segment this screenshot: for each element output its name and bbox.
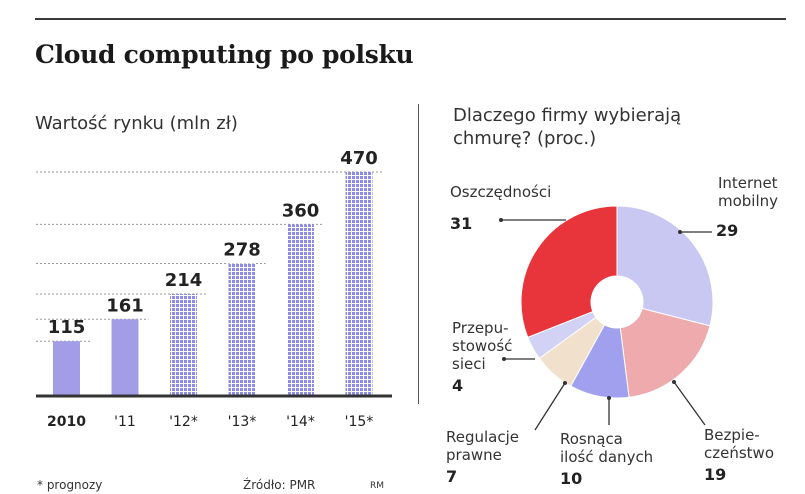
pie-subtitle-line-1: Dlaczego firmy wybierają (453, 105, 682, 126)
pie-slice (520, 205, 618, 338)
author-initials: RM (370, 481, 385, 491)
footnote-forecast: * prognozy (37, 478, 103, 492)
pie-label-text: Oszczędności (450, 183, 551, 201)
pie-label-text: ilość danych (560, 448, 653, 466)
pie-label-text: Regulacje (446, 428, 519, 446)
bar-chart: 115 2010 161 '11 214 '12* 278 '13* 360 '14* 470 '15… (36, 148, 392, 430)
pie-value-label: 31 (450, 214, 472, 233)
pie-chart-subtitle: Dlaczego firmy wybierają chmurę? (proc.) (453, 104, 681, 150)
x-tick-label: '12* (169, 414, 198, 430)
leader-dot (672, 380, 676, 384)
panel-divider (418, 104, 419, 404)
pie-label-text: mobilny (718, 192, 778, 210)
bar-chart-subtitle: Wartość rynku (mln zł) (35, 113, 238, 134)
top-rule (35, 18, 786, 20)
bar-2010 (53, 341, 80, 396)
bar-12 (170, 294, 197, 396)
x-tick-label: '13* (228, 414, 257, 430)
pie-label-text: stowość (452, 337, 512, 355)
pie-label-text: Internet (718, 174, 778, 192)
pie-slice (619, 307, 711, 398)
pie-value-label: 7 (446, 467, 457, 486)
bar-value-label: 115 (48, 317, 86, 338)
bar-11 (111, 319, 139, 396)
bar-value-label: 214 (165, 270, 203, 291)
pie-label-text: prawne (446, 446, 502, 464)
leader-line (534, 382, 566, 431)
bar-13 (228, 263, 256, 396)
pie-label-text: Przepu- (452, 319, 509, 337)
pie-label-text: Rosnąca (560, 430, 623, 448)
x-tick-label: 2010 (47, 414, 86, 430)
pie-value-label: 19 (704, 465, 726, 484)
bar-value-label: 470 (340, 148, 378, 169)
pie-label-text: sieci (452, 355, 486, 373)
bar-value-label: 278 (223, 240, 261, 261)
pie-value-label: 4 (452, 376, 463, 395)
leader-dot (678, 230, 682, 234)
x-tick-label: '15* (345, 414, 374, 430)
bar-value-label: 360 (282, 200, 320, 221)
bar-14 (287, 224, 314, 396)
leader-line (673, 381, 706, 426)
leader-dot (607, 396, 611, 400)
x-tick-label: '11 (114, 414, 136, 430)
pie-slice (616, 205, 714, 327)
pie-label-text: Bezpie- (704, 426, 760, 444)
bar-value-label: 161 (106, 295, 144, 316)
pie-value-label: 29 (716, 221, 738, 240)
leader-dot (499, 218, 503, 222)
pie-label-text: czeństwo (704, 444, 774, 462)
pie-value-label: 10 (560, 469, 582, 488)
x-tick-label: '14* (286, 414, 315, 430)
pie-subtitle-line-2: chmurę? (proc.) (453, 128, 597, 149)
page-title: Cloud computing po polsku (35, 40, 414, 69)
bar-15 (345, 172, 373, 396)
leader-dot (563, 381, 567, 385)
leader-dot (502, 357, 506, 361)
source-note: Źródło: PMR (243, 478, 316, 492)
